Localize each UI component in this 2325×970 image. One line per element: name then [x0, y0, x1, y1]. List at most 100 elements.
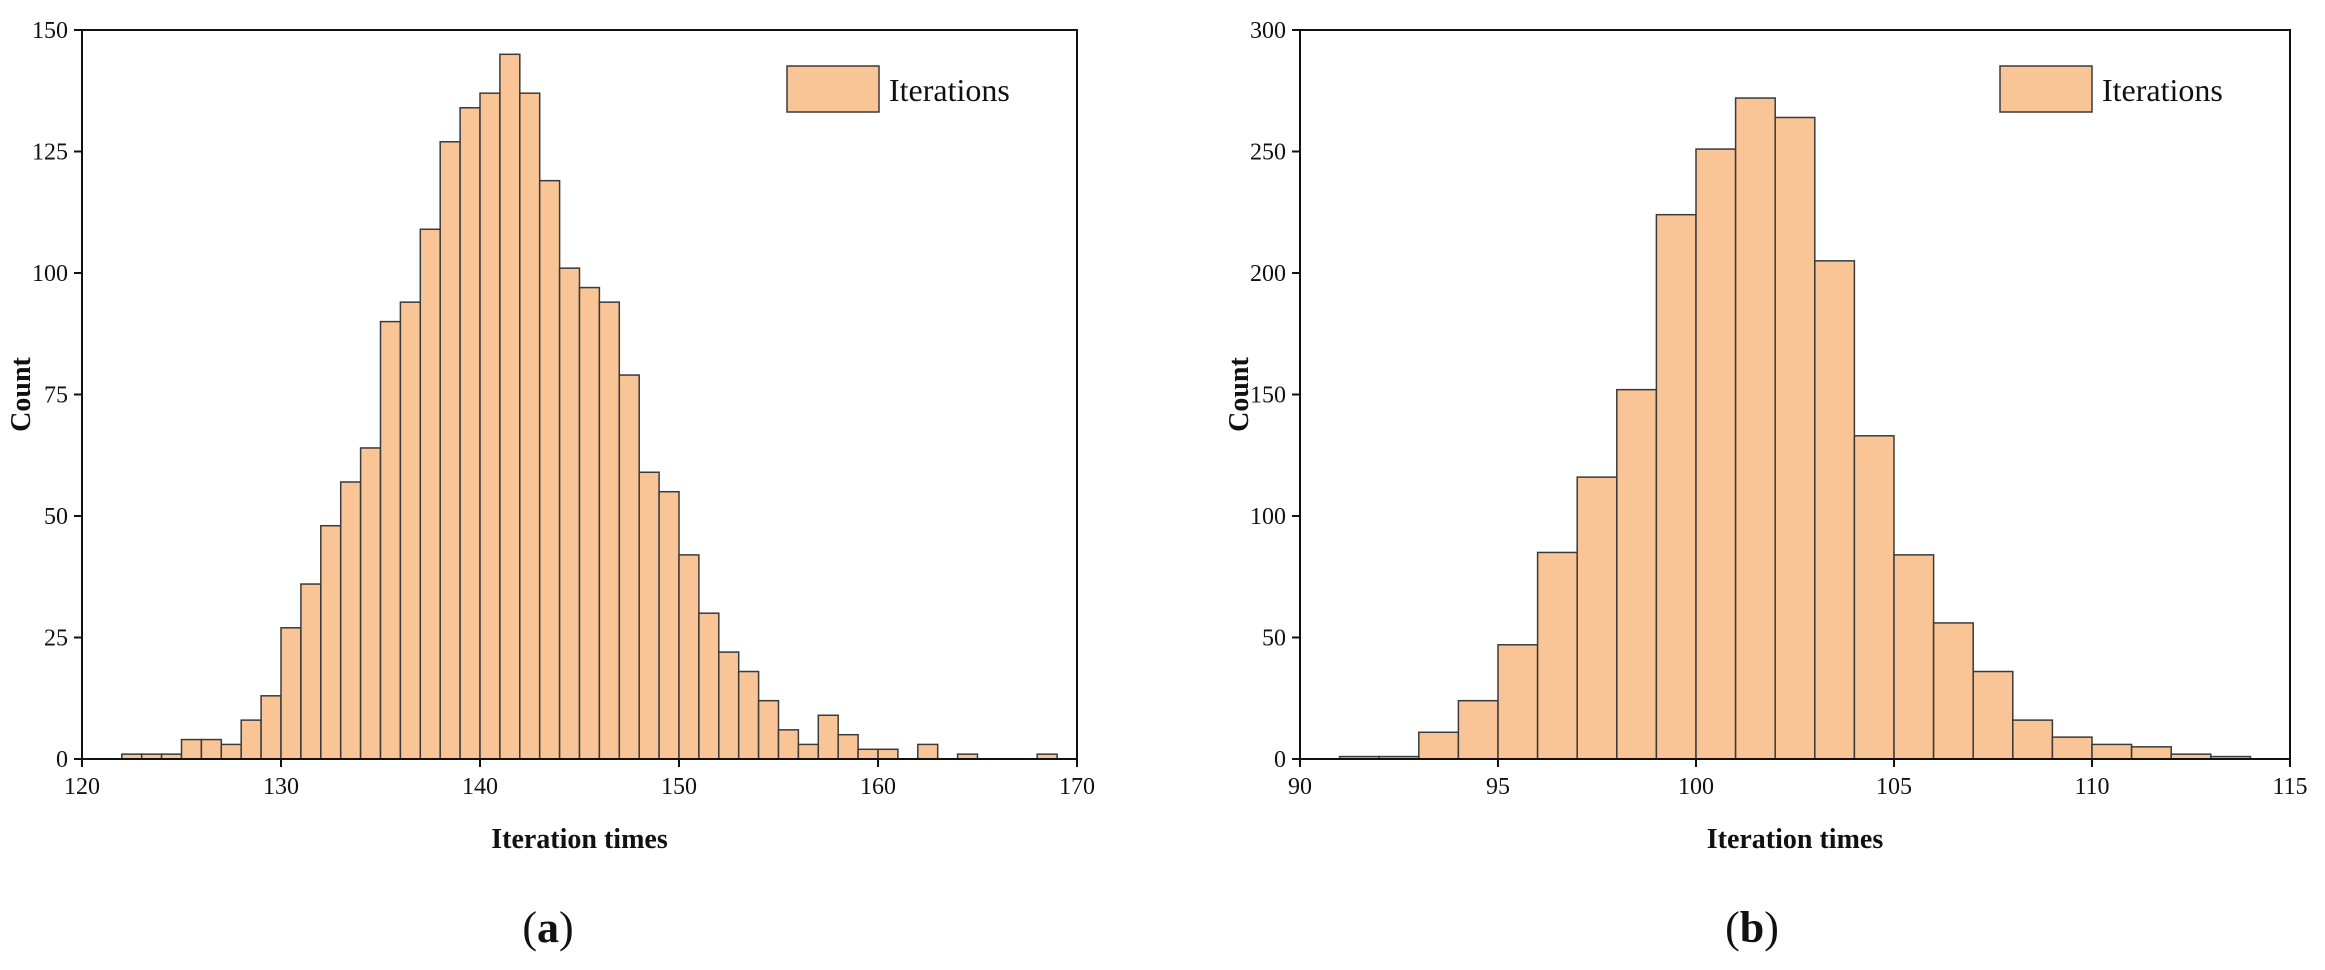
histogram-bar-a-151	[698, 612, 720, 760]
x-axis-title-b: Iteration times	[1707, 824, 1884, 855]
histogram-bar-b-102	[1774, 116, 1816, 760]
histogram-bar-a-143	[538, 179, 561, 760]
y-tick-label-b: 200	[1250, 261, 1286, 287]
histogram-bar-b-103	[1814, 260, 1856, 760]
histogram-bar-b-100	[1695, 148, 1737, 760]
histogram-bar-a-144	[558, 267, 581, 760]
histogram-bar-a-134	[359, 447, 382, 760]
histogram-bar-a-147	[618, 374, 640, 760]
x-tick-label-b: 100	[1678, 774, 1714, 800]
histogram-bar-a-138	[439, 141, 461, 760]
histogram-bar-a-160	[877, 748, 899, 760]
y-tick-label-b: 50	[1262, 626, 1286, 652]
histogram-bar-a-141	[499, 53, 521, 760]
x-tick-label-a: 160	[860, 774, 896, 800]
histogram-bar-a-155	[777, 729, 800, 760]
x-tick-label-b: 105	[1876, 774, 1912, 800]
histogram-bar-b-106	[1932, 622, 1974, 760]
histogram-bar-a-133	[339, 481, 362, 760]
bars-b	[1338, 97, 2252, 760]
y-tick-label-a: 125	[32, 140, 68, 166]
histogram-bar-a-148	[638, 471, 660, 760]
x-tick-label-b: 110	[2074, 774, 2109, 800]
histogram-bar-a-137	[419, 228, 441, 760]
histogram-bar-a-140	[479, 92, 501, 760]
histogram-bar-a-130	[280, 627, 302, 760]
histogram-bar-a-128	[240, 719, 262, 760]
histogram-bar-a-162	[917, 743, 939, 760]
x-tick-label-b: 115	[2272, 774, 2307, 800]
histogram-bar-b-104	[1853, 435, 1895, 760]
histogram-bar-a-139	[459, 107, 481, 760]
x-tick-label-a: 170	[1059, 774, 1095, 800]
y-tick-label-b: 300	[1250, 18, 1286, 44]
legend-swatch-a	[786, 65, 880, 113]
y-axis-title-a: Count	[6, 356, 37, 431]
histogram-bar-b-99	[1655, 213, 1697, 760]
histogram-bar-b-107	[1972, 670, 2014, 760]
histogram-bar-b-95	[1497, 644, 1539, 760]
histogram-bar-a-132	[320, 524, 342, 760]
x-ticks-b: 90 95 100 105 110 115	[1288, 759, 2308, 800]
histogram-bar-a-135	[379, 320, 402, 760]
histogram-bar-a-159	[857, 748, 879, 760]
histogram-bar-b-96	[1536, 551, 1578, 760]
x-ticks-a: 120 130 140 150 160 170	[64, 759, 1095, 800]
histogram-bar-a-127	[220, 743, 242, 760]
y-tick-label-b: 0	[1274, 747, 1286, 773]
legend-label-b: Iterations	[2102, 72, 2223, 108]
legend-label-a: Iterations	[889, 72, 1010, 108]
histogram-bar-a-154	[757, 699, 780, 760]
histogram-bar-b-110	[2091, 743, 2133, 760]
histogram-bar-a-158	[837, 733, 859, 760]
histogram-bar-a-153	[737, 670, 760, 760]
y-tick-label-a: 75	[44, 383, 68, 409]
y-ticks-b: 0 50 100 150 200 250 300	[1250, 18, 1300, 773]
histogram-bar-a-156	[797, 743, 820, 760]
histogram-bar-a-152	[718, 651, 740, 760]
legend-a: Iterations	[786, 65, 1010, 113]
y-tick-label-a: 50	[44, 504, 68, 530]
histogram-bar-a-136	[399, 301, 422, 760]
histogram-bar-b-98	[1616, 388, 1658, 760]
y-tick-label-a: 150	[32, 18, 68, 44]
histogram-bar-a-126	[200, 738, 223, 760]
x-tick-label-a: 130	[263, 774, 299, 800]
histogram-bar-a-150	[678, 554, 700, 760]
histogram-bar-b-108	[2012, 719, 2054, 760]
y-axis-title-b: Count	[1224, 356, 1255, 431]
histogram-bar-a-146	[598, 301, 621, 760]
y-tick-label-b: 100	[1250, 504, 1286, 530]
x-tick-label-a: 120	[64, 774, 100, 800]
histogram-bar-b-93	[1418, 731, 1460, 760]
y-tick-label-a: 25	[44, 626, 68, 652]
x-tick-label-a: 150	[661, 774, 697, 800]
x-axis-title-a: Iteration times	[491, 824, 668, 855]
y-tick-label-b: 150	[1250, 383, 1286, 409]
panel-caption-a: (a)	[522, 903, 573, 952]
bars-a	[121, 53, 1058, 760]
caption-letter-b: b	[1740, 903, 1764, 952]
y-tick-label-b: 250	[1250, 140, 1286, 166]
y-tick-label-a: 0	[56, 747, 68, 773]
histogram-bar-a-131	[300, 583, 322, 760]
histogram-bar-a-149	[658, 490, 680, 760]
histogram-bar-a-157	[817, 714, 839, 760]
x-tick-label-a: 140	[462, 774, 498, 800]
histogram-bar-a-129	[260, 695, 282, 760]
histogram-bar-b-109	[2051, 736, 2093, 760]
x-tick-label-b: 95	[1486, 774, 1510, 800]
y-ticks-a: 0 25 50 75 100 125 150	[32, 18, 82, 773]
histogram-bar-a-142	[519, 92, 541, 760]
histogram-panel-b: 90 95 100 105 110 115 0 50 100 150 200 250 300 Iter…	[1224, 18, 2308, 952]
legend-swatch-b	[1999, 65, 2093, 113]
histogram-bar-b-111	[2130, 746, 2172, 760]
histogram-panel-a: 120 130 140 150 160 170 0 25 50 75 100 125 150 Iter…	[6, 18, 1095, 952]
caption-letter-a: a	[537, 903, 559, 952]
x-tick-label-b: 90	[1288, 774, 1312, 800]
panel-caption-b: (b)	[1725, 903, 1779, 952]
histogram-bar-b-101	[1734, 97, 1776, 760]
histogram-bar-b-97	[1576, 476, 1618, 760]
legend-b: Iterations	[1999, 65, 2223, 113]
